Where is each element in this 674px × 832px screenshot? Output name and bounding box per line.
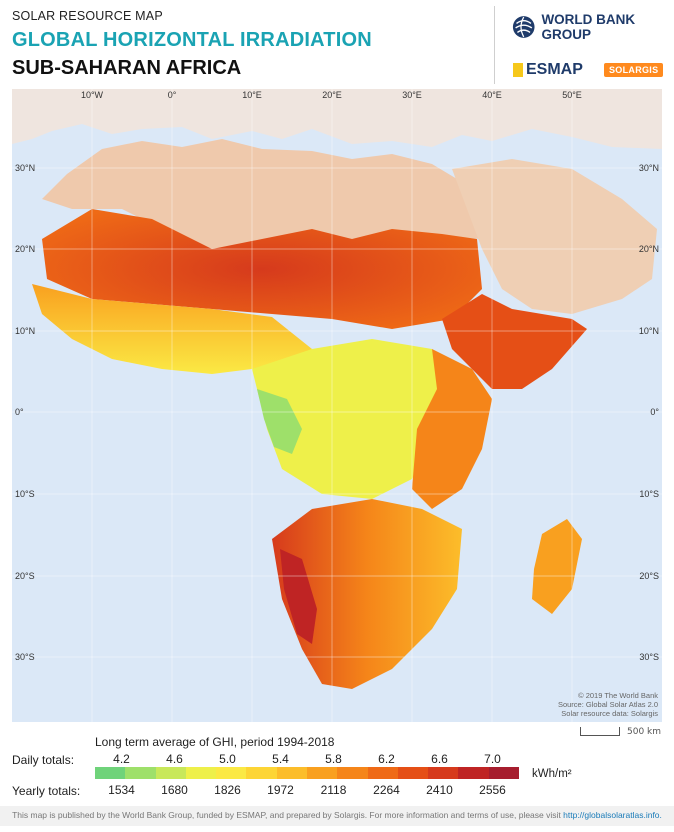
daily-tick-label: 7.0: [484, 752, 501, 766]
daily-tick-label: 5.0: [219, 752, 236, 766]
footer-text: This map is published by the World Bank …: [0, 810, 674, 820]
europe-land: [12, 89, 662, 149]
esmap-mark-icon: [513, 63, 523, 77]
footer-bar: This map is published by the World Bank …: [0, 806, 674, 826]
southern-africa: [272, 499, 462, 689]
yearly-tick-label: 2264: [373, 783, 400, 797]
esmap-logo: ESMAP: [513, 61, 583, 79]
lon-label: 30°E: [402, 90, 422, 100]
lon-label: 50°E: [562, 90, 582, 100]
namibia-hotspot: [280, 549, 317, 644]
legend-color-swatch: [276, 767, 307, 779]
header-divider: [494, 6, 495, 84]
scale-bar: [580, 727, 620, 736]
horn-of-africa: [442, 294, 587, 389]
lat-label-right: 0°: [650, 407, 659, 417]
graticule: [12, 89, 662, 722]
daily-tick-label: 6.2: [378, 752, 395, 766]
yearly-tick-label: 1972: [267, 783, 294, 797]
map-title: GLOBAL HORIZONTAL IRRADIATION: [12, 29, 372, 51]
lat-label-left: 10°S: [15, 489, 35, 499]
map-canvas: 10°W 0° 10°E 20°E 30°E 40°E 50°E 30°N 20…: [12, 89, 662, 722]
esmap-logo-text: ESMAP: [526, 61, 583, 78]
globe-icon: [512, 16, 535, 38]
yearly-tick-label: 2118: [320, 783, 347, 797]
legend-color-swatch: [95, 767, 126, 779]
yearly-tick-label: 1534: [108, 783, 135, 797]
world-bank-logo-text: WORLD BANK GROUP: [541, 12, 636, 42]
ghi-map: 10°W 0° 10°E 20°E 30°E 40°E 50°E 30°N 20…: [12, 89, 662, 722]
legend-color-swatch: [216, 767, 247, 779]
lon-label: 10°E: [242, 90, 262, 100]
legend-color-swatch: [125, 767, 156, 779]
footer-note: This map is published by the World Bank …: [12, 810, 561, 820]
legend-color-swatch: [185, 767, 217, 779]
map-kicker: SOLAR RESOURCE MAP: [12, 9, 163, 23]
world-bank-logo: WORLD BANK GROUP: [512, 12, 674, 42]
legend-color-swatch: [306, 767, 338, 779]
lat-label-left: 20°N: [15, 244, 35, 254]
central-africa: [252, 339, 452, 499]
legend-color-swatch: [458, 767, 489, 779]
daily-tick-label: 6.6: [431, 752, 448, 766]
lat-label-left: 30°N: [15, 163, 35, 173]
credit-line: Source: Global Solar Atlas 2.0: [557, 700, 658, 709]
legend-color-swatch: [337, 767, 368, 779]
daily-tick-label: 5.8: [325, 752, 342, 766]
yearly-tick-label: 2410: [426, 783, 453, 797]
lon-label: 20°E: [322, 90, 342, 100]
map-credits: © 2019 The World Bank Source: Global Sol…: [558, 691, 658, 718]
yearly-tick-label: 1680: [161, 783, 188, 797]
madagascar: [532, 519, 582, 614]
lat-label-right: 20°N: [639, 244, 659, 254]
solargis-logo: SOLARGIS: [604, 63, 664, 77]
lat-label-right: 30°N: [639, 163, 659, 173]
daily-tick-label: 5.4: [272, 752, 289, 766]
scale-bar-label: 500 km: [627, 727, 662, 737]
lat-labels: 30°N 20°N 10°N 0° 10°S 20°S 30°S 30°N 20…: [15, 163, 659, 662]
lat-label-right: 30°S: [639, 652, 659, 662]
legend-color-swatch: [367, 767, 398, 779]
lat-label-right: 20°S: [639, 571, 659, 581]
daily-tick-label: 4.2: [113, 752, 130, 766]
map-header: SOLAR RESOURCE MAP GLOBAL HORIZONTAL IRR…: [0, 0, 674, 90]
daily-tick-label: 4.6: [166, 752, 183, 766]
lon-label: 10°W: [81, 90, 104, 100]
yearly-tick-label: 1826: [214, 783, 241, 797]
legend-color-swatch: [246, 767, 277, 779]
legend-yearly-label: Yearly totals:: [12, 784, 81, 798]
legend-color-swatch: [488, 767, 519, 779]
credit-line: © 2019 The World Bank: [578, 691, 658, 700]
east-africa: [412, 349, 492, 509]
sahel-band: [42, 209, 482, 329]
lat-label-left: 0°: [15, 407, 24, 417]
legend-color-bar: [95, 767, 519, 779]
footer-link[interactable]: http://globalsolaratlas.info.: [563, 810, 662, 820]
yearly-tick-label: 2556: [479, 783, 506, 797]
lat-label-left: 30°S: [15, 652, 35, 662]
lon-label: 0°: [168, 90, 177, 100]
lat-label-left: 10°N: [15, 326, 35, 336]
congo-green: [257, 389, 302, 454]
legend-color-swatch: [397, 767, 429, 779]
lat-label-right: 10°S: [639, 489, 659, 499]
legend-title: Long term average of GHI, period 1994-20…: [95, 735, 335, 749]
lat-label-left: 20°S: [15, 571, 35, 581]
arabia: [452, 159, 657, 314]
lon-labels: 10°W 0° 10°E 20°E 30°E 40°E 50°E: [81, 90, 582, 100]
legend-color-swatch: [155, 767, 186, 779]
legend-color-swatch: [428, 767, 459, 779]
lon-label: 40°E: [482, 90, 502, 100]
map-subtitle: SUB-SAHARAN AFRICA: [12, 57, 242, 79]
legend-daily-label: Daily totals:: [12, 753, 75, 767]
lat-label-right: 10°N: [639, 326, 659, 336]
credit-line: Solar resource data: Solargis: [561, 709, 658, 718]
legend-unit: kWh/m²: [532, 768, 572, 780]
